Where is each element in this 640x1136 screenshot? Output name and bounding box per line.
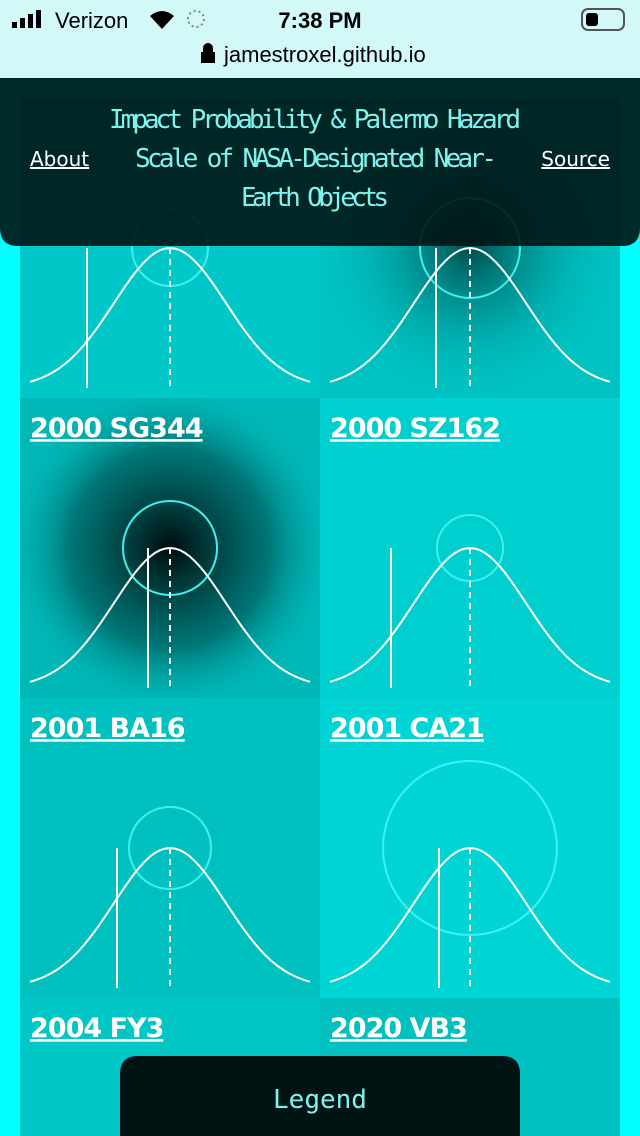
url: jamestroxel.github.io <box>223 42 426 67</box>
tile-grid: 2000 SG344 2000 SZ162 2001 BA16 2001 CA21 20… <box>20 98 620 1136</box>
legend-label[interactable]: Legend <box>273 1085 367 1115</box>
wifi-icon <box>150 11 174 29</box>
hazard-circle <box>382 760 558 936</box>
battery-level <box>586 13 598 26</box>
header-panel <box>0 78 640 246</box>
lock-icon <box>201 43 215 63</box>
legend-button[interactable] <box>120 1056 520 1136</box>
title-line: Scale of NASA-Designated Near- <box>135 144 497 174</box>
tile-name[interactable]: 2001 CA21 <box>330 713 485 744</box>
title-line: Impact Probability & Palermo Hazard <box>109 105 521 135</box>
tile-name[interactable]: 2004 FY3 <box>30 1013 164 1044</box>
title-line: Earth Objects <box>241 183 389 213</box>
signal-icon <box>12 10 41 28</box>
tile-name[interactable]: 2000 SZ162 <box>330 413 501 444</box>
battery-icon <box>581 8 625 31</box>
carrier: Verizon <box>55 8 128 33</box>
hazard-circle <box>128 806 212 890</box>
loading-icon <box>187 10 205 28</box>
tile-name[interactable]: 2001 BA16 <box>30 713 186 744</box>
tile-name[interactable]: 2020 VB3 <box>330 1013 468 1044</box>
about-link[interactable]: About <box>30 147 89 171</box>
tile-name[interactable]: 2000 SG344 <box>30 413 204 444</box>
status-bar <box>0 0 640 78</box>
source-link[interactable]: Source <box>541 147 610 171</box>
clock: 7:38 PM <box>278 8 361 33</box>
